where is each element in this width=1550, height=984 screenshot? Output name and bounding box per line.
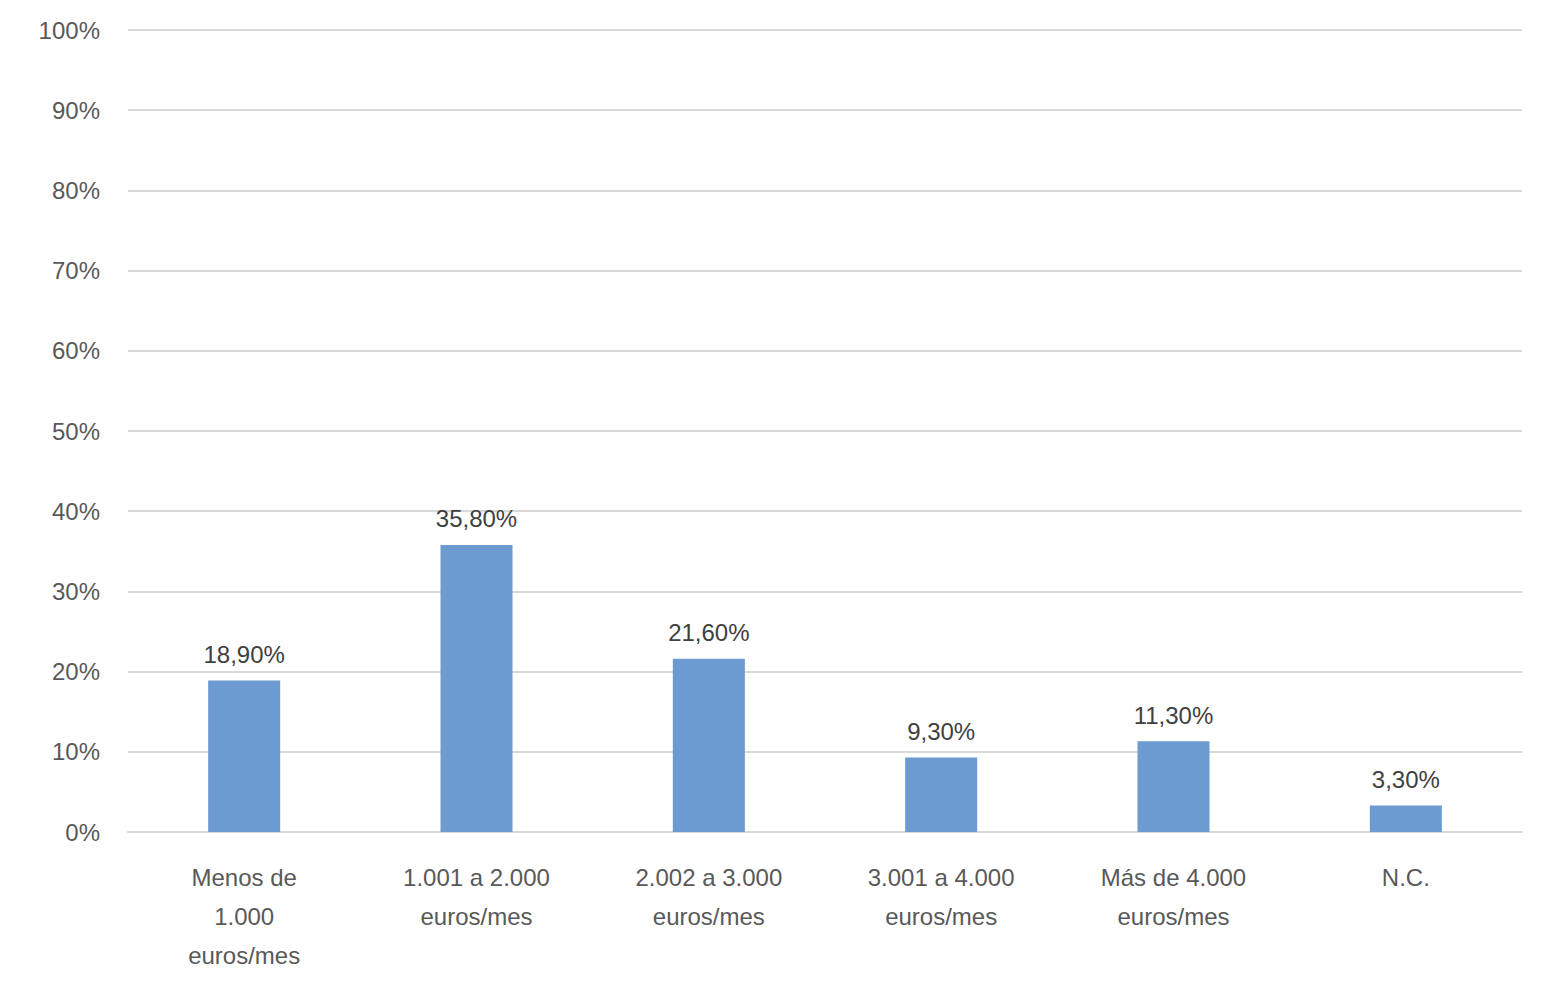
svg-text:2.002 a 3.000: 2.002 a 3.000 <box>635 864 782 891</box>
svg-text:Menos de: Menos de <box>191 864 296 891</box>
svg-text:euros/mes: euros/mes <box>188 942 300 969</box>
svg-text:100%: 100% <box>39 17 100 44</box>
svg-text:10%: 10% <box>52 738 100 765</box>
svg-text:1.000: 1.000 <box>214 903 274 930</box>
svg-text:Más de 4.000: Más de 4.000 <box>1101 864 1246 891</box>
svg-text:3,30%: 3,30% <box>1372 766 1440 793</box>
svg-text:70%: 70% <box>52 257 100 284</box>
svg-text:18,90%: 18,90% <box>203 641 284 668</box>
svg-text:20%: 20% <box>52 658 100 685</box>
svg-text:N.C.: N.C. <box>1382 864 1430 891</box>
svg-text:80%: 80% <box>52 177 100 204</box>
svg-text:50%: 50% <box>52 418 100 445</box>
svg-text:euros/mes: euros/mes <box>420 903 532 930</box>
svg-text:1.001 a 2.000: 1.001 a 2.000 <box>403 864 550 891</box>
svg-text:9,30%: 9,30% <box>907 718 975 745</box>
svg-text:60%: 60% <box>52 337 100 364</box>
svg-text:0%: 0% <box>65 819 100 846</box>
svg-text:30%: 30% <box>52 578 100 605</box>
svg-text:35,80%: 35,80% <box>436 505 517 532</box>
svg-text:11,30%: 11,30% <box>1134 702 1214 729</box>
svg-text:3.001 a 4.000: 3.001 a 4.000 <box>868 864 1015 891</box>
svg-text:90%: 90% <box>52 97 100 124</box>
svg-text:euros/mes: euros/mes <box>885 903 997 930</box>
svg-text:euros/mes: euros/mes <box>1117 903 1229 930</box>
svg-text:40%: 40% <box>52 498 100 525</box>
svg-text:21,60%: 21,60% <box>668 619 749 646</box>
svg-text:euros/mes: euros/mes <box>653 903 765 930</box>
